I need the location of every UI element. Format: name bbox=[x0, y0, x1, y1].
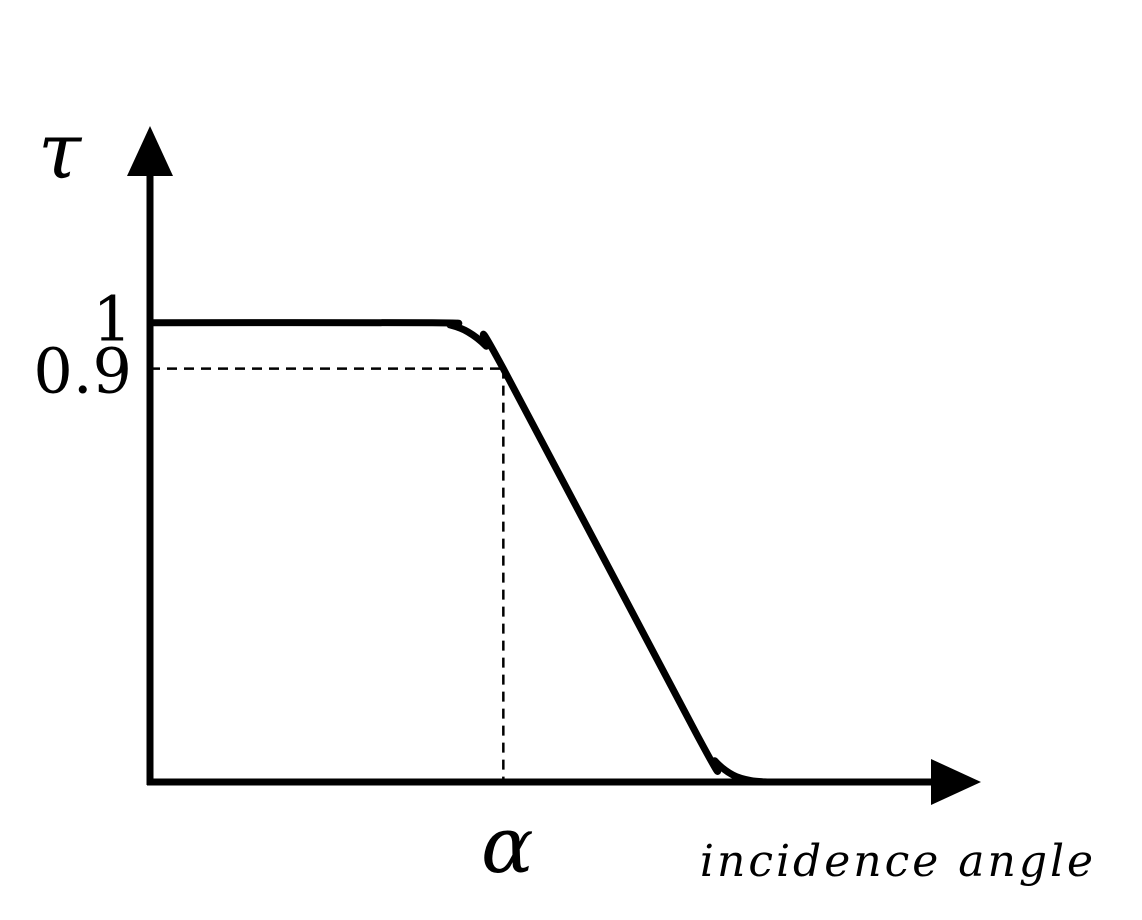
y-tick-label-0-9: 0.9 bbox=[33, 335, 132, 408]
y-axis-label: τ bbox=[38, 107, 83, 197]
series-layer bbox=[146, 319, 772, 786]
y-tick-label-1: 1 bbox=[93, 283, 132, 356]
y-axis-arrowhead bbox=[127, 126, 173, 176]
reference-lines bbox=[150, 367, 505, 782]
series-line-0 bbox=[146, 319, 772, 786]
x-tick-label-alpha: α bbox=[481, 801, 534, 891]
x-axis-arrowhead bbox=[931, 759, 981, 805]
x-axis-label: incidence angle bbox=[700, 836, 1096, 887]
